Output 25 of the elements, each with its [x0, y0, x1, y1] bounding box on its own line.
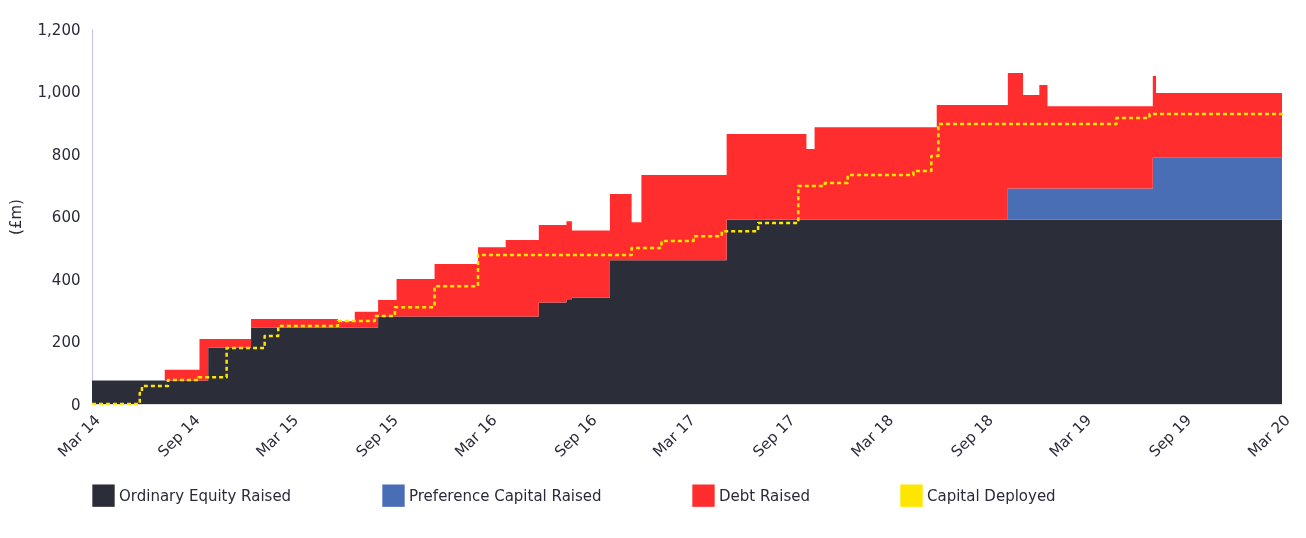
y-tick-label: 600: [51, 208, 81, 226]
y-tick-label: 1,000: [37, 83, 81, 101]
y-tick-label: 800: [51, 145, 81, 164]
x-tick-label: Sep 14: [154, 411, 204, 461]
y-tick-label: 0: [70, 395, 81, 414]
legend-label: Debt Raised: [719, 486, 810, 505]
y-tick-label: 200: [51, 333, 81, 351]
y-tick-label: 1,200: [37, 20, 81, 39]
x-tick-label: Mar 17: [649, 411, 699, 461]
legend-label: Preference Capital Raised: [409, 486, 602, 505]
legend-label: Capital Deployed: [927, 486, 1056, 505]
y-axis-title: (£m): [6, 199, 25, 235]
x-tick-label: Sep 17: [749, 411, 799, 461]
x-tick-label: Mar 15: [252, 411, 302, 461]
x-tick-label: Mar 18: [847, 411, 897, 461]
x-tick-label: Mar 19: [1045, 411, 1096, 461]
x-tick-label: Mar 20: [1244, 411, 1294, 461]
x-tick-label: Sep 16: [550, 411, 601, 461]
x-tick-label: Mar 14: [54, 411, 104, 461]
y-tick-label: 400: [51, 270, 81, 289]
x-tick-label: Sep 15: [352, 411, 402, 461]
legend-label: Ordinary Equity Raised: [119, 486, 292, 505]
x-tick-label: Mar 16: [451, 411, 501, 461]
x-tick-label: Sep 19: [1145, 411, 1196, 461]
x-tick-label: Sep 18: [947, 411, 997, 461]
